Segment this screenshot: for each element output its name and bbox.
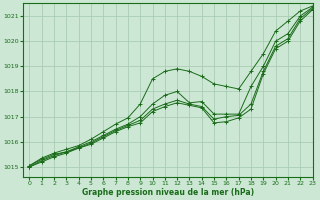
X-axis label: Graphe pression niveau de la mer (hPa): Graphe pression niveau de la mer (hPa) — [82, 188, 254, 197]
